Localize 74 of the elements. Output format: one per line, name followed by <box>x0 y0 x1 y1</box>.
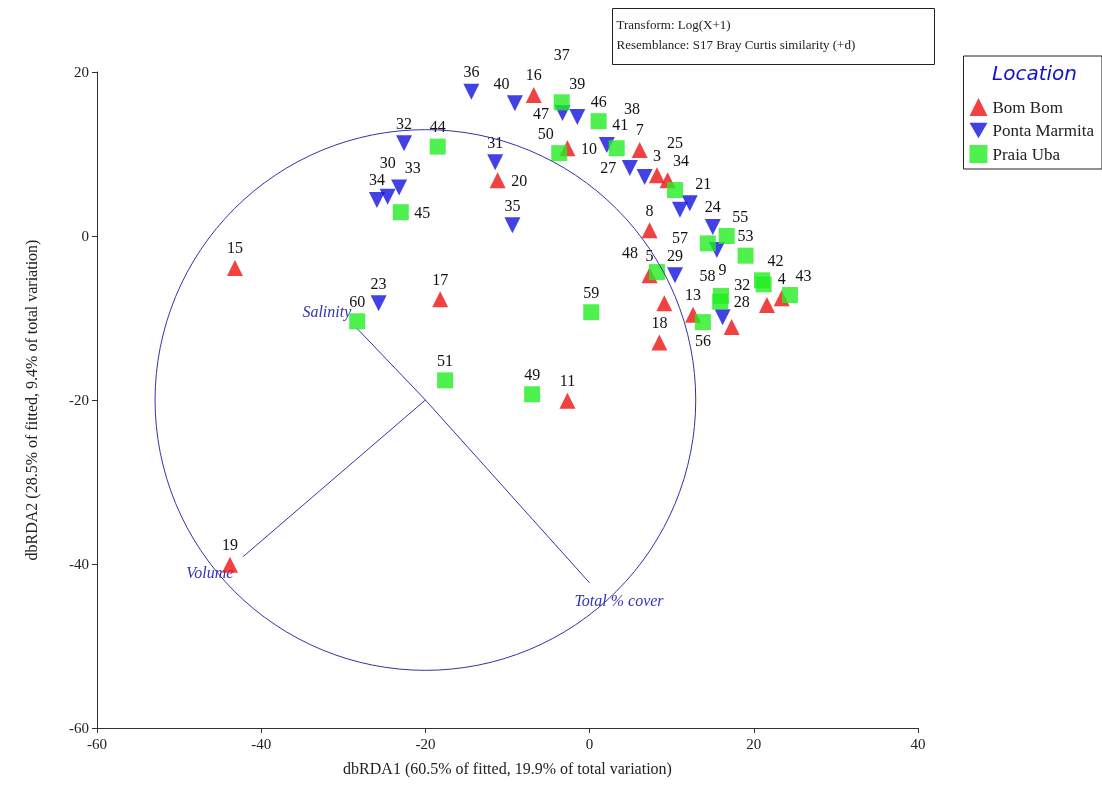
annotation: 37 <box>553 45 570 63</box>
annotation: 10 <box>580 139 597 157</box>
annotation: 3 <box>652 146 661 164</box>
annotation: 30 <box>379 154 396 172</box>
annotation: 27 <box>600 159 617 177</box>
annotation: 17 <box>432 270 449 288</box>
annotation: 13 <box>685 286 702 304</box>
annotation: 44 <box>429 118 446 136</box>
annotation: 32 <box>396 114 413 132</box>
annotation: 21 <box>695 174 712 192</box>
x-tick-label: 0 <box>585 735 594 752</box>
annotation: 16 <box>525 66 542 84</box>
annotation: 39 <box>569 74 586 92</box>
annotation: 53 <box>737 227 754 245</box>
annotation: 7 <box>635 121 644 139</box>
annotation: 38 <box>624 99 640 117</box>
annotation: 34 <box>368 171 385 189</box>
annotation: 45 <box>414 203 431 221</box>
legend-title: Location <box>992 61 1078 85</box>
annotation: Total % cover <box>574 592 665 610</box>
y-tick-label: 20 <box>74 64 89 80</box>
y-tick-label: -20 <box>69 392 89 408</box>
annotation: 18 <box>651 314 668 332</box>
x-tick-label: 40 <box>910 735 926 752</box>
annotation: 48 <box>621 243 638 261</box>
annotation: 47 <box>533 104 550 122</box>
annotation: 51 <box>437 351 454 369</box>
annotation: 28 <box>733 293 750 311</box>
legend-label: Praia Uba <box>992 144 1061 164</box>
annotation: 58 <box>699 267 716 285</box>
annotation: 46 <box>590 92 607 110</box>
annotation: 36 <box>463 63 480 81</box>
annotation: 43 <box>795 266 812 284</box>
annotation: 20 <box>511 171 528 189</box>
annotation: 15 <box>226 239 243 257</box>
y-axis-title: dbRDA2 (28.5% of fitted, 9.4% of total variation) <box>22 239 41 561</box>
annotation: 56 <box>694 331 711 349</box>
x-axis-title: dbRDA1 (60.5% of fitted, 19.9% of total variation) <box>343 759 672 778</box>
x-tick-label: -40 <box>251 735 272 752</box>
annotation: 24 <box>704 198 721 216</box>
annotation: 57 <box>672 228 689 246</box>
annotation: 35 <box>504 196 521 214</box>
x-tick-label: 20 <box>746 735 762 752</box>
annotation: 55 <box>732 207 749 225</box>
annotation: 8 <box>645 201 654 219</box>
annotation: 5 <box>645 246 654 264</box>
annotation: 31 <box>487 133 504 151</box>
annotation: 29 <box>666 246 683 264</box>
annotation: 9 <box>718 260 727 278</box>
annotation: Volume <box>186 563 234 581</box>
x-tick-label: -20 <box>415 735 436 752</box>
annotation: 23 <box>370 274 387 292</box>
x-tick-label: -60 <box>87 735 107 752</box>
legend-label: Ponta Marmita <box>992 121 1095 140</box>
annotation: 25 <box>666 133 683 151</box>
legend-label: Bom Bom <box>992 97 1063 117</box>
y-tick-label: -60 <box>69 720 89 736</box>
annotation: 60 <box>349 292 366 310</box>
annotation: 49 <box>524 365 541 383</box>
text: Transform: Log(X+1) <box>616 17 731 32</box>
annotation: 59 <box>583 283 600 301</box>
y-tick-label: -40 <box>69 556 89 572</box>
text: Resemblance: S17 Bray Curtis similarity (+d) <box>616 37 856 52</box>
annotation: 19 <box>222 536 238 554</box>
annotation: 34 <box>673 151 690 169</box>
annotation: 42 <box>767 251 784 269</box>
annotation: 50 <box>537 124 554 142</box>
annotation: 32 <box>734 275 751 293</box>
y-tick-label: 0 <box>81 228 89 244</box>
annotation: 4 <box>777 269 786 287</box>
annotation: 41 <box>612 116 629 134</box>
annotation: 11 <box>559 372 576 390</box>
annotation: 40 <box>493 74 510 92</box>
annotation: 33 <box>404 159 421 177</box>
